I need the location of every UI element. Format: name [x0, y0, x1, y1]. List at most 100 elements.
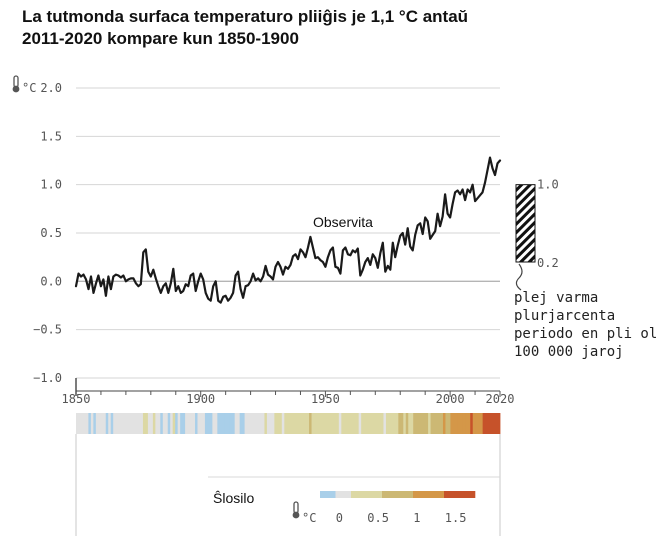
stripe — [368, 413, 372, 434]
stripe — [383, 413, 387, 434]
stripe — [155, 413, 159, 434]
stripe — [219, 413, 223, 434]
range-hatch — [516, 184, 535, 262]
stripe — [110, 413, 114, 434]
stripe — [490, 413, 493, 434]
stripe — [442, 413, 446, 434]
stripe — [195, 413, 198, 434]
x-tick-label: 1850 — [62, 392, 91, 406]
stripe — [187, 413, 191, 434]
stripes-frame — [75, 434, 501, 536]
stripe — [269, 413, 273, 434]
stripe — [492, 413, 496, 434]
legend-tick-label: 0 — [336, 511, 343, 525]
stripe — [435, 413, 439, 434]
stripe — [103, 413, 107, 434]
stripe — [410, 413, 414, 434]
stripe — [373, 413, 377, 434]
stripe — [452, 413, 456, 434]
stripe — [264, 413, 268, 434]
stripe — [390, 413, 394, 434]
stripe — [271, 413, 275, 434]
legend-swatch — [382, 491, 398, 498]
stripe — [415, 413, 419, 434]
stripe — [128, 413, 131, 434]
observed-label: Observita — [313, 214, 373, 230]
legend-thermometer-icon — [292, 501, 300, 519]
stripe — [113, 413, 117, 434]
chart-title: La tutmonda surfaca temperaturo pliiĝis … — [22, 6, 582, 50]
stripe — [150, 413, 154, 434]
stripe — [358, 413, 362, 434]
range-note-line: plurjarcenta — [514, 308, 615, 324]
stripe — [314, 413, 317, 434]
legend-swatch — [335, 491, 352, 498]
stripe — [229, 413, 233, 434]
stripe — [480, 413, 484, 434]
stripe — [462, 413, 466, 434]
stripe — [470, 413, 474, 434]
stripe — [249, 413, 253, 434]
stripe — [393, 413, 397, 434]
legend-swatch — [428, 491, 445, 498]
stripe — [321, 413, 325, 434]
chart-title-line2: 2011-2020 kompare kun 1850-1900 — [22, 29, 299, 48]
stripe — [100, 413, 104, 434]
legend-unit: °C — [302, 511, 316, 525]
stripe — [120, 413, 124, 434]
stripe — [252, 413, 255, 434]
stripe — [162, 413, 166, 434]
stripe — [192, 413, 196, 434]
stripe — [395, 413, 399, 434]
thermometer-tube — [293, 501, 299, 514]
range-outline — [515, 184, 536, 263]
y-axis: 2.0 1.5 1.0 0.5 0.0 −0.5 −1.0 — [33, 81, 62, 385]
stripe — [366, 413, 369, 434]
stripe — [376, 413, 379, 434]
stripe — [348, 413, 352, 434]
stripe — [291, 413, 295, 434]
stripe — [425, 413, 429, 434]
range-bottom-label: 0.2 — [537, 256, 559, 270]
range-note-line: plej varma — [514, 290, 598, 306]
stripe — [115, 413, 119, 434]
stripe — [254, 413, 258, 434]
y-unit: °C — [12, 75, 36, 95]
stripe — [227, 413, 231, 434]
stripe — [108, 413, 112, 434]
stripe — [299, 413, 303, 434]
stripe — [78, 413, 82, 434]
stripe — [202, 413, 206, 434]
legend-swatch — [444, 491, 460, 498]
stripe — [440, 413, 444, 434]
stripe — [447, 413, 451, 434]
stripe — [172, 413, 176, 434]
stripe — [145, 413, 149, 434]
stripe — [485, 413, 489, 434]
stripe — [423, 413, 427, 434]
stripe — [224, 413, 228, 434]
stripe — [430, 413, 434, 434]
stripe — [142, 413, 146, 434]
range-bar: 1.0 0.2 — [515, 178, 559, 270]
x-tick-label: 2020 — [486, 392, 515, 406]
stripe — [259, 413, 263, 434]
stripe — [418, 413, 422, 434]
stripe — [497, 413, 501, 434]
stripe — [351, 413, 355, 434]
stripe — [428, 413, 431, 434]
stripe — [309, 413, 312, 434]
x-axis: 1850 1900 1950 2000 2020 — [62, 378, 515, 406]
y-tick-label: 1.0 — [40, 178, 62, 192]
stripe — [477, 413, 481, 434]
stripe — [467, 413, 471, 434]
x-tick-label: 1950 — [311, 392, 340, 406]
stripe — [118, 413, 122, 434]
stripe — [465, 413, 469, 434]
stripe — [304, 413, 307, 434]
legend-tick-label: 0.5 — [367, 511, 389, 525]
stripe — [190, 413, 193, 434]
stripe — [438, 413, 441, 434]
stripe — [185, 413, 188, 434]
